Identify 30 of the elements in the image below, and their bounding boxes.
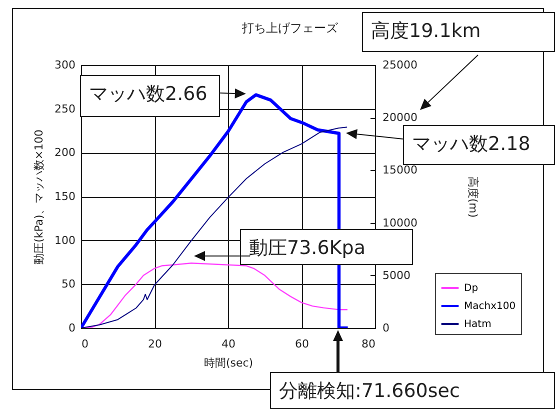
- legend-label: Hatm: [464, 319, 492, 330]
- y2-tick-label: 20000: [382, 111, 418, 124]
- y-tick-label: 0: [68, 322, 76, 334]
- y2-tick-label: 5000: [382, 268, 410, 282]
- legend-label: Dp: [464, 283, 478, 294]
- y-tick-label: 150: [54, 190, 76, 203]
- y-axis-title: 動圧(kPa)、マッハ数×100: [32, 129, 46, 265]
- x-axis-title: 時間(sec): [204, 356, 254, 370]
- y2-tick-label: 10000: [382, 216, 418, 230]
- x-tick-label: 40: [222, 338, 236, 350]
- y2-tick-label: 25000: [382, 58, 418, 72]
- text: マッハ数2.18: [403, 125, 555, 165]
- y-tick-label: 100: [54, 234, 76, 247]
- y-tick-label: 50: [62, 278, 76, 291]
- x-tick-label: 60: [295, 338, 309, 350]
- chart-title: 打ち上げフェーズ: [241, 21, 339, 35]
- x-tick-label: 0: [82, 338, 88, 350]
- y2-tick-label: 0: [382, 322, 390, 334]
- x-tick-label: 20: [148, 338, 162, 350]
- text: 分離検知:71.660sec: [270, 372, 555, 409]
- y-tick-label: 200: [54, 146, 76, 160]
- annotation: 動圧73.6Kpa: [240, 229, 413, 265]
- y-tick-label: 250: [54, 102, 76, 116]
- annotation: マッハ数2.66: [80, 75, 220, 117]
- legend-label: Machx100: [464, 301, 516, 312]
- text: 高度19.1km: [362, 12, 555, 52]
- y2-axis-title: 高度(m): [466, 176, 480, 218]
- y2-tick-label: 15000: [382, 164, 418, 177]
- x-tick-label: 80: [362, 338, 376, 350]
- y-tick-label: 300: [54, 58, 76, 72]
